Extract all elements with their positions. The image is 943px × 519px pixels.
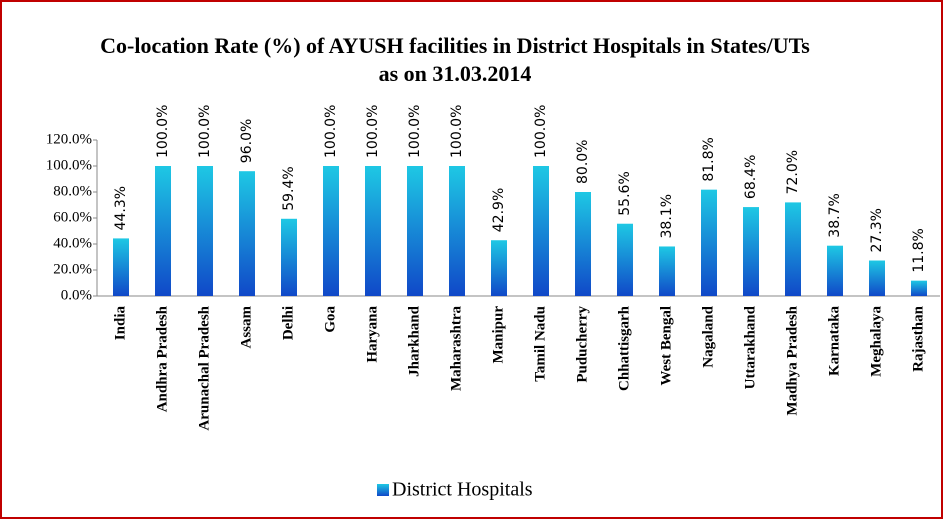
bar <box>743 207 759 296</box>
bar <box>113 238 129 296</box>
bar <box>365 166 381 296</box>
y-tick-label: 40.0% <box>53 235 92 251</box>
value-label: 96.0% <box>239 119 255 163</box>
y-tick-label: 80.0% <box>53 183 92 199</box>
bar <box>281 218 297 296</box>
bar <box>869 260 885 296</box>
bar <box>449 166 465 296</box>
y-tick-label: 120.0% <box>46 131 92 147</box>
legend-swatch <box>377 484 389 496</box>
value-label: 81.8% <box>701 137 717 181</box>
bar <box>617 223 633 296</box>
x-tick-label: Manipur <box>490 306 506 364</box>
x-tick-label: Nagaland <box>700 305 716 367</box>
bar <box>911 280 927 296</box>
x-tick-label: Goa <box>322 306 338 333</box>
x-tick-label: Assam <box>238 306 254 349</box>
x-tick-label: Chhattisgarh <box>616 305 632 391</box>
y-tick-label: 100.0% <box>46 157 92 173</box>
value-label: 68.4% <box>743 155 759 199</box>
bar <box>197 166 213 296</box>
x-tick-label: Puducherry <box>574 306 590 383</box>
chart-title: Co-location Rate (%) of AYUSH facilities… <box>100 33 810 58</box>
x-tick-label: Jharkhand <box>406 305 422 377</box>
x-tick-label: Delhi <box>280 306 296 340</box>
y-tick-label: 20.0% <box>53 261 92 277</box>
y-tick-label: 60.0% <box>53 209 92 225</box>
value-label: 80.0% <box>575 140 591 184</box>
value-label: 100.0% <box>197 105 213 158</box>
x-tick-label: Maharashtra <box>448 306 464 391</box>
x-tick-label: Karnataka <box>826 306 842 377</box>
bar <box>491 240 507 296</box>
value-label: 100.0% <box>533 105 549 158</box>
y-tick-label: 0.0% <box>61 287 92 303</box>
bar <box>155 166 171 296</box>
bar <box>827 245 843 296</box>
value-label: 55.6% <box>617 171 633 215</box>
x-tick-label: Meghalaya <box>868 306 884 377</box>
bar <box>239 171 255 296</box>
x-tick-label: Andhra Pradesh <box>154 305 170 412</box>
value-label: 100.0% <box>155 105 171 158</box>
value-label: 100.0% <box>323 105 339 158</box>
bar <box>575 192 591 296</box>
value-label: 42.9% <box>491 188 507 232</box>
value-label: 44.3% <box>113 186 129 230</box>
bar <box>701 189 717 296</box>
x-tick-label: Rajasthan <box>910 305 926 372</box>
x-tick-label: Arunachal Pradesh <box>196 305 212 430</box>
bar <box>785 202 801 296</box>
bar <box>533 166 549 296</box>
bar <box>659 246 675 296</box>
bar <box>407 166 423 296</box>
value-label: 100.0% <box>365 105 381 158</box>
value-label: 11.8% <box>911 228 927 272</box>
bar <box>323 166 339 296</box>
x-tick-label: Uttarakhand <box>742 305 758 389</box>
legend-label: District Hospitals <box>392 479 533 501</box>
value-label: 59.4% <box>281 166 297 210</box>
value-label: 27.3% <box>869 208 885 252</box>
value-label: 100.0% <box>449 105 465 158</box>
value-label: 72.0% <box>785 150 801 194</box>
x-tick-label: India <box>112 306 128 341</box>
value-label: 38.7% <box>827 193 843 237</box>
value-label: 100.0% <box>407 105 423 158</box>
x-tick-label: Haryana <box>364 306 380 363</box>
x-tick-label: Madhya Pradesh <box>784 305 800 415</box>
x-tick-label: West Bengal <box>658 306 674 386</box>
chart-subtitle: as on 31.03.2014 <box>379 61 532 86</box>
x-tick-label: Tamil Nadu <box>532 306 548 382</box>
value-label: 38.1% <box>659 194 675 238</box>
